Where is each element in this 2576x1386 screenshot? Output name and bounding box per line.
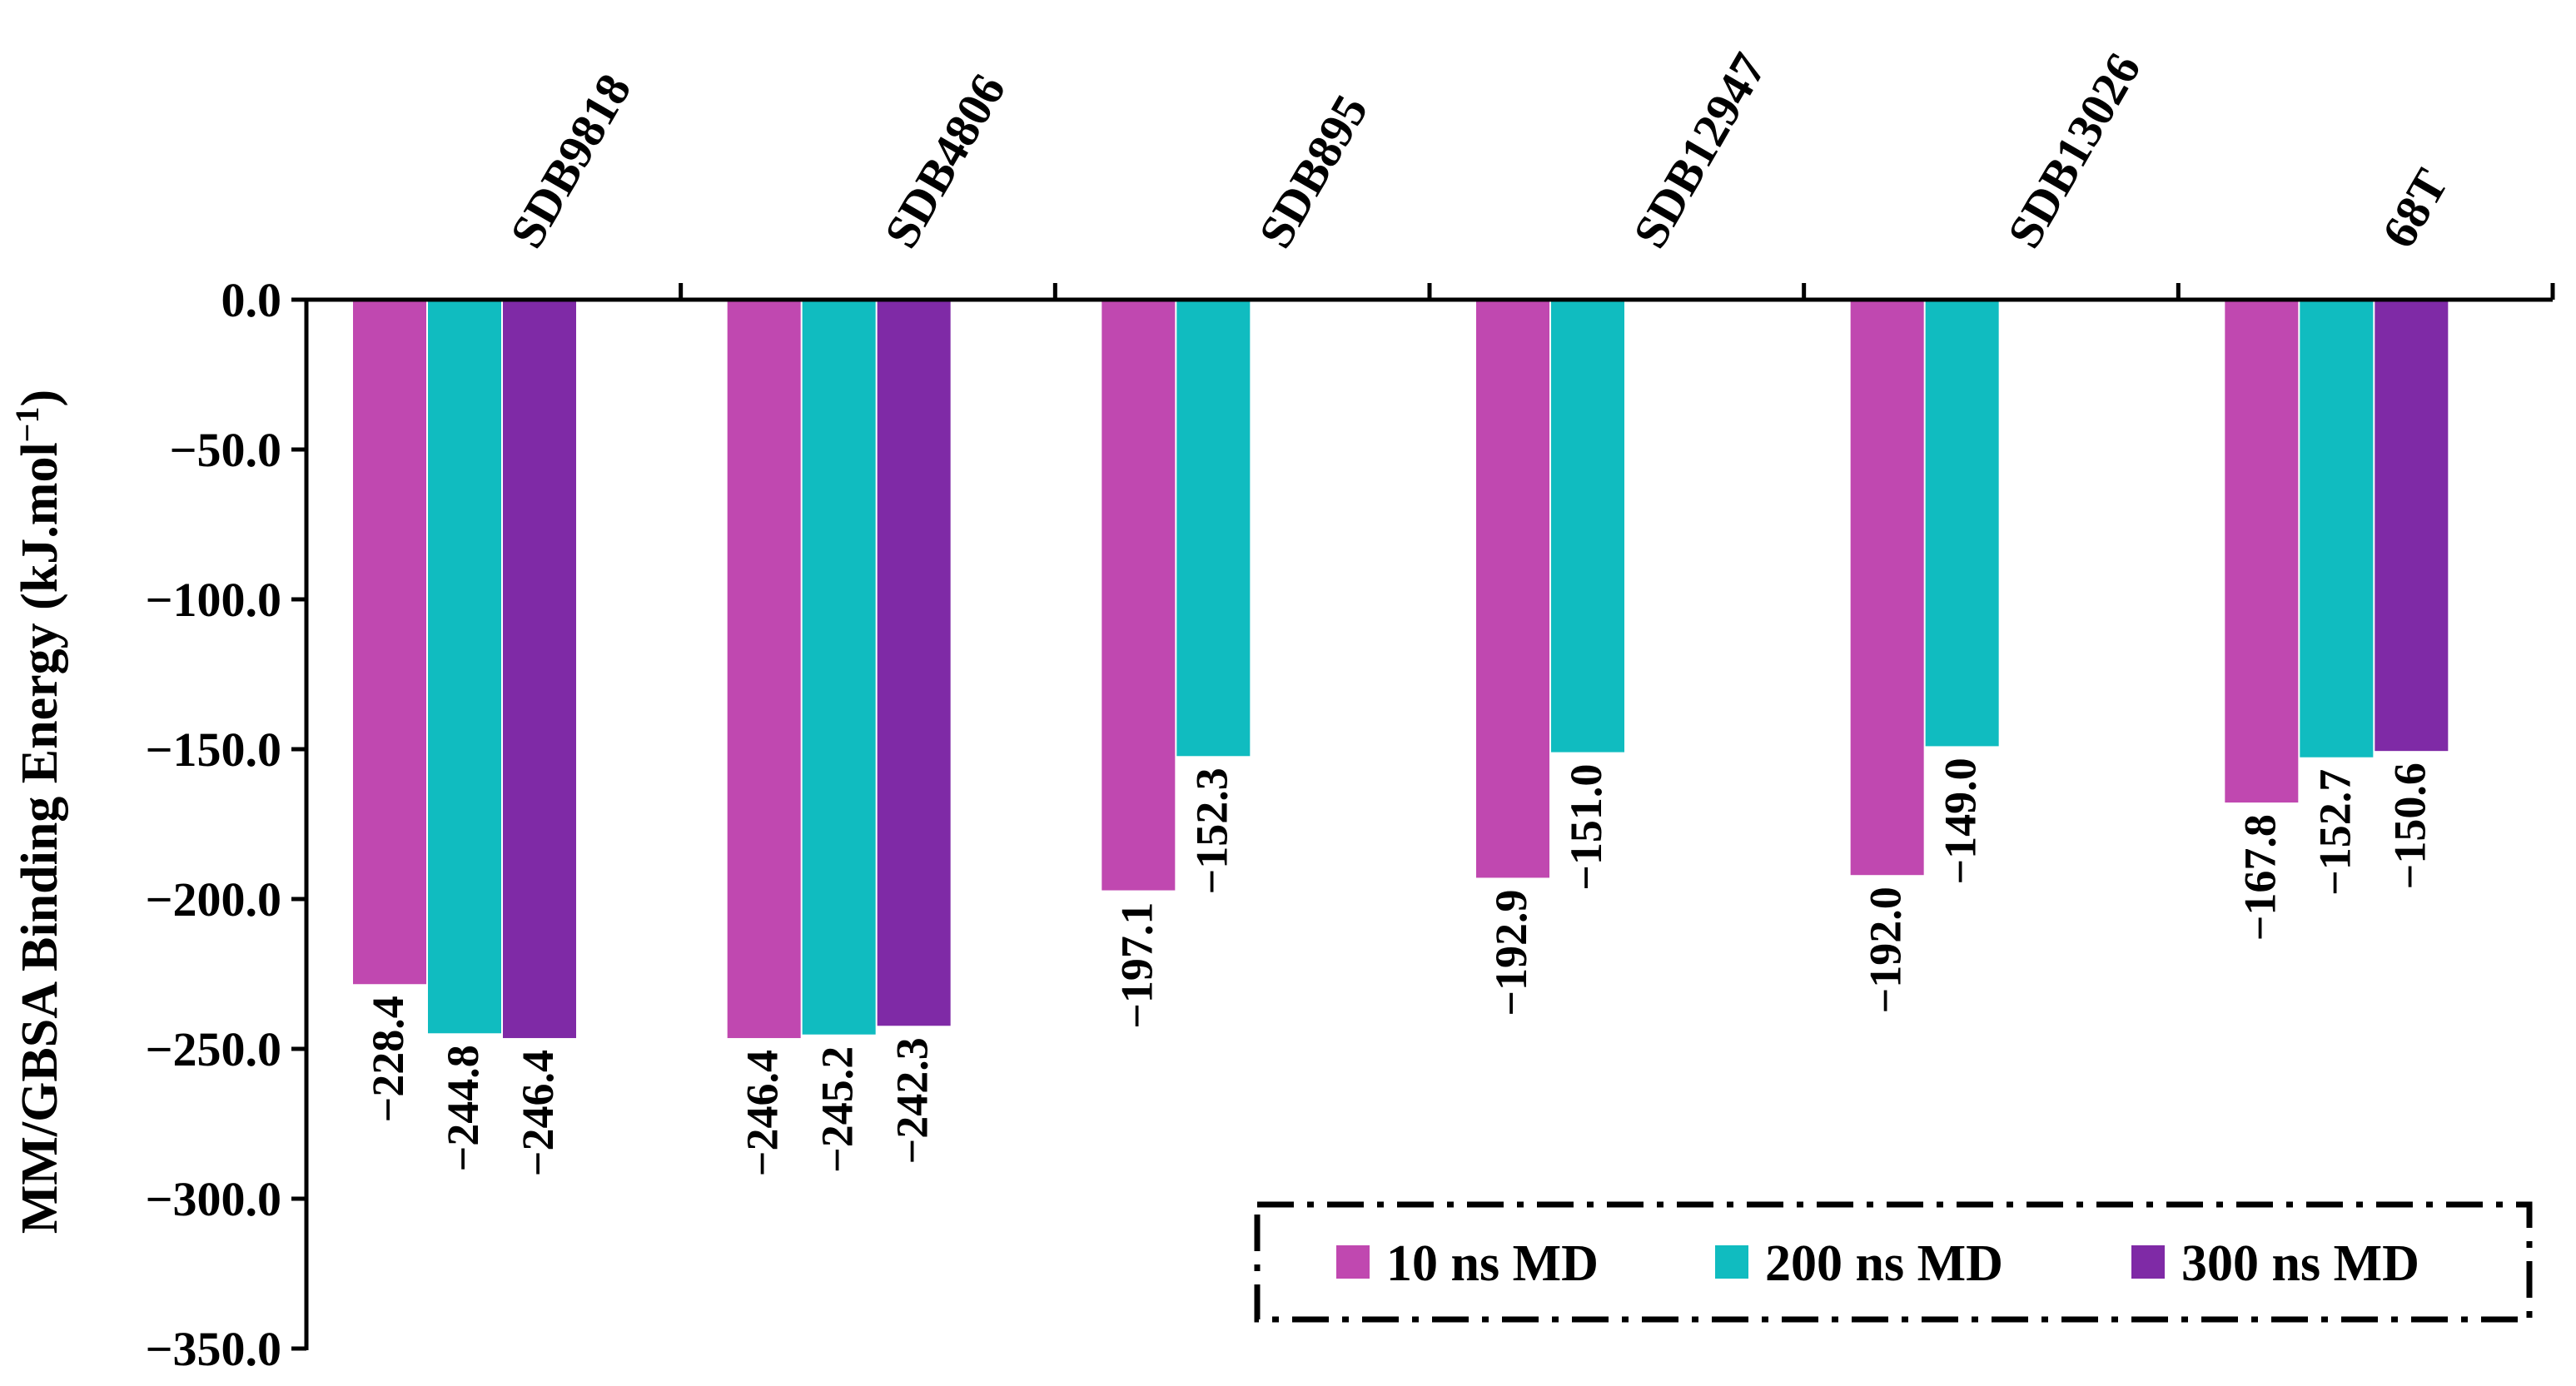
category-label-sdb9818: SDB9818 xyxy=(500,65,642,257)
value-label-sdb13026-series-2: −149.0 xyxy=(1936,758,1986,884)
bar-sdb895-series-2 xyxy=(1176,300,1251,757)
value-label-sdb895-series-2: −152.3 xyxy=(1186,768,1236,894)
axes-layer xyxy=(291,283,2555,1351)
bar-68t-series-3 xyxy=(2375,300,2449,752)
bar-sdb4806-series-3 xyxy=(877,300,951,1026)
value-label-sdb9818-series-2: −244.8 xyxy=(438,1045,488,1171)
value-label-sdb13026-series-1: −192.0 xyxy=(1861,887,1911,1013)
value-label-sdb4806-series-2: −245.2 xyxy=(813,1046,863,1173)
value-label-sdb895-series-1: −197.1 xyxy=(1111,902,1161,1029)
y-tick-label: −50.0 xyxy=(169,423,281,477)
bar-sdb12947-series-2 xyxy=(1551,300,1624,753)
category-label-sdb12947: SDB12947 xyxy=(1623,44,1777,257)
bar-sdb13026-series-2 xyxy=(1925,300,1999,747)
y-axis-title-close: ) xyxy=(12,390,68,407)
bar-sdb9818-series-2 xyxy=(428,300,501,1034)
value-label-68t-series-1: −167.8 xyxy=(2235,814,2285,941)
value-label-sdb9818-series-3: −246.4 xyxy=(513,1050,563,1176)
value-label-sdb12947-series-2: −151.0 xyxy=(1561,764,1611,891)
value-label-sdb9818-series-1: −228.4 xyxy=(363,996,413,1122)
legend-swatch-series-2 xyxy=(1715,1245,1748,1279)
y-tick-label: −350.0 xyxy=(145,1322,281,1376)
y-tick-label: −100.0 xyxy=(145,573,281,627)
y-tick-label: −300.0 xyxy=(145,1172,281,1226)
y-tick-label: −150.0 xyxy=(145,723,281,777)
legend-swatch-series-3 xyxy=(2131,1245,2165,1279)
bar-sdb13026-series-1 xyxy=(1850,300,1924,876)
bar-sdb4806-series-1 xyxy=(727,300,801,1039)
legend-label-series-3: 300 ns MD xyxy=(2181,1235,2419,1292)
y-tick-label: 0.0 xyxy=(221,273,282,327)
category-label-sdb895: SDB895 xyxy=(1248,86,1378,257)
bar-sdb9818-series-3 xyxy=(503,300,576,1039)
value-label-68t-series-2: −152.7 xyxy=(2310,769,2360,896)
bar-sdb4806-series-2 xyxy=(802,300,876,1035)
y-axis-title: MM/GBSA Binding Energy (kJ.mol−1) xyxy=(8,390,68,1234)
legend-swatch-series-1 xyxy=(1336,1245,1370,1279)
value-label-sdb12947-series-1: −192.9 xyxy=(1486,889,1536,1016)
category-label-sdb4806: SDB4806 xyxy=(873,65,1016,257)
legend-border xyxy=(1254,1201,2533,1323)
bar-68t-series-2 xyxy=(2300,300,2374,758)
bar-sdb9818-series-1 xyxy=(353,300,426,985)
bar-68t-series-1 xyxy=(2225,300,2299,803)
category-label-68t: 68T xyxy=(2371,160,2459,256)
bar-sdb12947-series-1 xyxy=(1476,300,1549,878)
legend-label-series-2: 200 ns MD xyxy=(1765,1235,2003,1292)
y-tick-label: −200.0 xyxy=(145,872,281,926)
value-label-sdb4806-series-3: −242.3 xyxy=(888,1037,937,1164)
y-tick-label: −250.0 xyxy=(145,1022,281,1076)
bar-sdb895-series-1 xyxy=(1102,300,1176,891)
legend: 10 ns MD 200 ns MD 300 ns MD xyxy=(1254,1201,2533,1323)
bars-layer xyxy=(353,300,2449,1039)
value-label-sdb4806-series-1: −246.4 xyxy=(738,1050,788,1176)
y-axis-title-main: MM/GBSA Binding Energy (kJ.mol xyxy=(12,442,68,1234)
y-axis-title-superscript: −1 xyxy=(8,407,46,443)
category-label-sdb13026: SDB13026 xyxy=(1997,44,2151,257)
value-label-68t-series-3: −150.6 xyxy=(2385,763,2434,889)
legend-label-series-1: 10 ns MD xyxy=(1386,1235,1599,1292)
